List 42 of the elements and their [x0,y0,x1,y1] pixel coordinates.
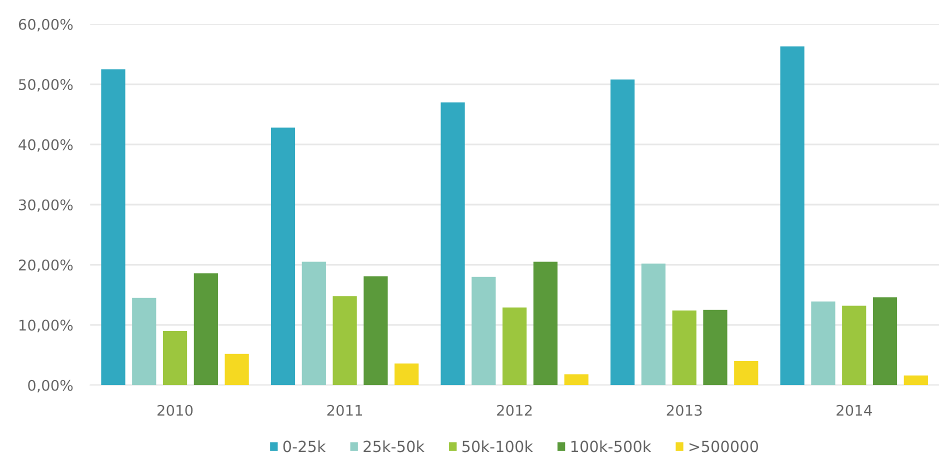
bar [641,264,666,386]
y-tick-label: 0,00% [28,380,73,392]
bar [502,308,527,386]
bar [364,276,388,386]
y-tick-label: 10,00% [19,320,73,332]
bar [394,363,419,386]
bar [780,46,804,386]
y-tick-label: 40,00% [18,139,73,152]
bar [533,262,558,386]
bar [270,128,296,386]
x-tick-label: 2014 [836,404,872,416]
y-tick-label: 20,00% [18,260,73,272]
legend-label: 100k-500k [571,440,652,452]
bar [610,79,635,386]
x-tick-label: 2013 [666,404,702,416]
bar [302,262,326,386]
bar [132,298,156,386]
bar [162,330,188,386]
legend-label: >500000 [690,440,758,452]
x-tick-label: 2012 [497,404,532,416]
x-tick-label: 2011 [327,404,362,416]
bar [734,361,758,386]
bar [332,296,357,386]
bar [101,69,126,386]
bar [194,273,218,386]
bar [842,306,866,386]
legend-label: 50k-100k [462,440,534,452]
legend-label: 25k-50k [364,440,425,452]
bar [703,310,728,386]
bar [811,301,836,386]
legend-label: 0-25k [283,440,326,452]
y-tick-label: 60,00% [18,18,73,32]
x-tick-label: 2010 [158,404,193,416]
bar [672,310,696,386]
y-tick-label: 50,00% [18,79,73,92]
bar [440,102,465,386]
bar [472,276,496,386]
bar [872,297,898,386]
bar [224,354,249,386]
y-tick-label: 30,00% [18,199,73,212]
bar [564,374,588,386]
bar [904,375,928,386]
